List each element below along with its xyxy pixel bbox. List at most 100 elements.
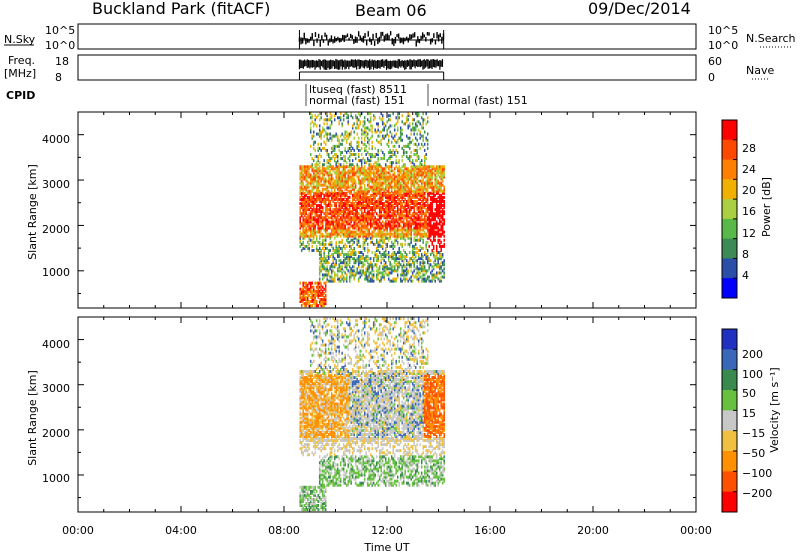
heatmap-cell bbox=[431, 165, 433, 168]
heatmap-cell bbox=[364, 147, 366, 150]
heatmap-cell bbox=[413, 163, 415, 166]
heatmap-cell bbox=[398, 137, 400, 140]
heatmap-cell bbox=[367, 137, 369, 140]
heatmap-cell bbox=[419, 180, 421, 183]
heatmap-cell bbox=[304, 431, 306, 434]
heatmap-cell bbox=[352, 147, 354, 150]
heatmap-cell bbox=[386, 243, 388, 246]
heatmap-cell bbox=[409, 278, 411, 281]
heatmap-cell bbox=[343, 155, 345, 158]
heatmap-cell bbox=[334, 220, 336, 223]
heatmap-cell bbox=[388, 237, 390, 240]
heatmap-cell bbox=[443, 196, 445, 199]
heatmap-cell bbox=[308, 196, 310, 199]
heatmap-cell bbox=[397, 112, 399, 115]
heatmap-cell bbox=[425, 122, 427, 125]
heatmap-cell bbox=[304, 449, 306, 452]
heatmap-cell bbox=[326, 149, 328, 152]
heatmap-cell bbox=[343, 269, 345, 272]
heatmap-cell bbox=[316, 116, 318, 119]
heatmap-cell bbox=[401, 120, 403, 123]
heatmap-cell bbox=[349, 163, 351, 166]
heatmap-cell bbox=[361, 261, 363, 264]
heatmap-cell bbox=[329, 178, 331, 181]
heatmap-cell bbox=[400, 273, 402, 276]
heatmap-cell bbox=[334, 135, 336, 138]
heatmap-cell bbox=[427, 165, 429, 168]
heatmap-cell bbox=[334, 208, 336, 211]
heatmap-cell bbox=[385, 261, 387, 264]
heatmap-cell bbox=[328, 133, 330, 136]
heatmap-cell bbox=[329, 276, 331, 279]
heatmap-cell bbox=[337, 273, 339, 276]
heatmap-cell bbox=[307, 504, 309, 507]
heatmap-cell bbox=[338, 198, 340, 201]
heatmap-cell bbox=[380, 149, 382, 152]
heatmap-cell bbox=[382, 220, 384, 223]
heatmap-cell bbox=[311, 135, 313, 138]
heatmap-cell bbox=[436, 245, 438, 248]
heatmap-cell bbox=[301, 441, 303, 444]
heatmap-cell bbox=[347, 190, 349, 193]
heatmap-cell bbox=[361, 147, 363, 150]
heatmap-cell bbox=[356, 267, 358, 270]
heatmap-cell bbox=[299, 370, 301, 373]
heatmap-cell bbox=[398, 159, 400, 162]
heatmap-cell bbox=[308, 433, 310, 436]
heatmap-cell bbox=[409, 233, 411, 236]
colorbar-swatch bbox=[722, 120, 737, 140]
heatmap-cell bbox=[343, 159, 345, 162]
heatmap-cell bbox=[299, 439, 301, 442]
heatmap-cell bbox=[410, 222, 412, 225]
heatmap-cell bbox=[386, 253, 388, 256]
heatmap-cell bbox=[373, 212, 375, 215]
heatmap-cell bbox=[394, 124, 396, 127]
heatmap-cell bbox=[320, 169, 322, 172]
heatmap-cell bbox=[409, 147, 411, 150]
heatmap-cell bbox=[338, 241, 340, 244]
heatmap-cell bbox=[353, 178, 355, 181]
heatmap-cell bbox=[326, 180, 328, 183]
heatmap-cell bbox=[416, 276, 418, 279]
heatmap-cell bbox=[325, 188, 327, 191]
heatmap-cell bbox=[380, 157, 382, 160]
heatmap-cell bbox=[395, 196, 397, 199]
heatmap-cell bbox=[424, 231, 426, 234]
heatmap-cell bbox=[371, 222, 373, 225]
heatmap-cell bbox=[388, 278, 390, 281]
heatmap-cell bbox=[322, 163, 324, 166]
heatmap-cell bbox=[389, 220, 391, 223]
heatmap-cell bbox=[374, 216, 376, 219]
heatmap-cell bbox=[308, 370, 310, 373]
heatmap-cell bbox=[419, 276, 421, 279]
heatmap-cell bbox=[314, 198, 316, 201]
heatmap-cell bbox=[344, 112, 346, 115]
heatmap-cell bbox=[403, 218, 405, 221]
heatmap-cell bbox=[421, 204, 423, 207]
heatmap-cell bbox=[440, 233, 442, 236]
heatmap-cell bbox=[437, 204, 439, 207]
cpid-label: CPID bbox=[6, 89, 35, 102]
heatmap-cell bbox=[307, 413, 309, 416]
heatmap-cell bbox=[430, 253, 432, 256]
heatmap-cell bbox=[337, 116, 339, 119]
heatmap-cell bbox=[376, 247, 378, 250]
heatmap-cell bbox=[389, 131, 391, 134]
heatmap-cell bbox=[334, 263, 336, 266]
heatmap-cell bbox=[302, 173, 304, 176]
heatmap-cell bbox=[353, 273, 355, 276]
heatmap-cell bbox=[350, 184, 352, 187]
heatmap-cell bbox=[425, 137, 427, 140]
heatmap-cell bbox=[332, 253, 334, 256]
heatmap-cell bbox=[419, 147, 421, 150]
heatmap-cell bbox=[416, 182, 418, 185]
heatmap-cell bbox=[323, 118, 325, 121]
nsky-label: N.Sky bbox=[4, 33, 36, 46]
heatmap-cell bbox=[398, 255, 400, 258]
heatmap-cell bbox=[353, 265, 355, 268]
heatmap-cell bbox=[301, 233, 303, 236]
heatmap-cell bbox=[328, 233, 330, 236]
heatmap-cell bbox=[338, 116, 340, 119]
heatmap-cell bbox=[371, 124, 373, 127]
heatmap-cell bbox=[326, 204, 328, 207]
